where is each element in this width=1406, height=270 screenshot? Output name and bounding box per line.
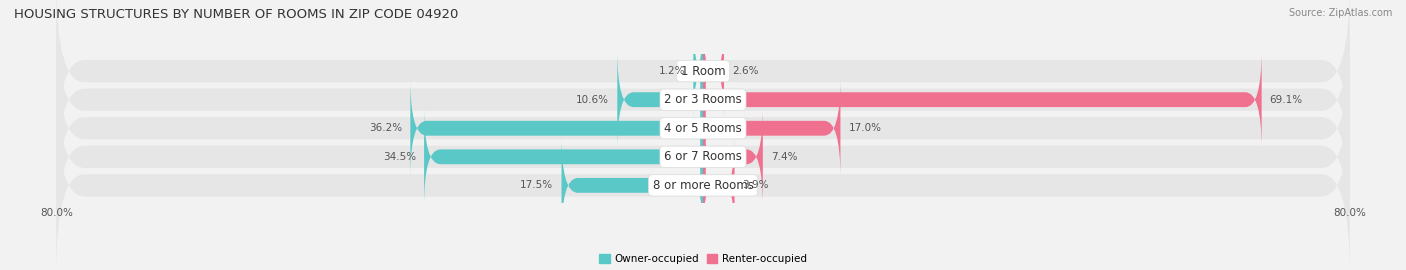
Text: 17.5%: 17.5% — [520, 180, 554, 190]
FancyBboxPatch shape — [56, 11, 1350, 188]
Legend: Owner-occupied, Renter-occupied: Owner-occupied, Renter-occupied — [595, 250, 811, 269]
Text: 4 or 5 Rooms: 4 or 5 Rooms — [664, 122, 742, 135]
FancyBboxPatch shape — [56, 68, 1350, 246]
FancyBboxPatch shape — [425, 107, 703, 207]
Text: HOUSING STRUCTURES BY NUMBER OF ROOMS IN ZIP CODE 04920: HOUSING STRUCTURES BY NUMBER OF ROOMS IN… — [14, 8, 458, 21]
Text: 17.0%: 17.0% — [849, 123, 882, 133]
Text: 36.2%: 36.2% — [370, 123, 402, 133]
FancyBboxPatch shape — [411, 79, 703, 178]
Text: Source: ZipAtlas.com: Source: ZipAtlas.com — [1288, 8, 1392, 18]
FancyBboxPatch shape — [703, 136, 734, 235]
FancyBboxPatch shape — [703, 50, 1261, 149]
Text: 10.6%: 10.6% — [576, 95, 609, 105]
Text: 1 Room: 1 Room — [681, 65, 725, 78]
Text: 6 or 7 Rooms: 6 or 7 Rooms — [664, 150, 742, 163]
Text: 34.5%: 34.5% — [382, 152, 416, 162]
FancyBboxPatch shape — [703, 79, 841, 178]
FancyBboxPatch shape — [561, 136, 703, 235]
FancyBboxPatch shape — [703, 21, 724, 121]
Text: 3.9%: 3.9% — [742, 180, 769, 190]
Text: 1.2%: 1.2% — [659, 66, 685, 76]
Text: 2 or 3 Rooms: 2 or 3 Rooms — [664, 93, 742, 106]
FancyBboxPatch shape — [703, 107, 763, 207]
FancyBboxPatch shape — [688, 21, 710, 121]
FancyBboxPatch shape — [56, 0, 1350, 160]
FancyBboxPatch shape — [617, 50, 703, 149]
Text: 69.1%: 69.1% — [1270, 95, 1303, 105]
Text: 8 or more Rooms: 8 or more Rooms — [652, 179, 754, 192]
Text: 7.4%: 7.4% — [770, 152, 797, 162]
FancyBboxPatch shape — [56, 39, 1350, 217]
Text: 2.6%: 2.6% — [733, 66, 759, 76]
FancyBboxPatch shape — [56, 97, 1350, 270]
